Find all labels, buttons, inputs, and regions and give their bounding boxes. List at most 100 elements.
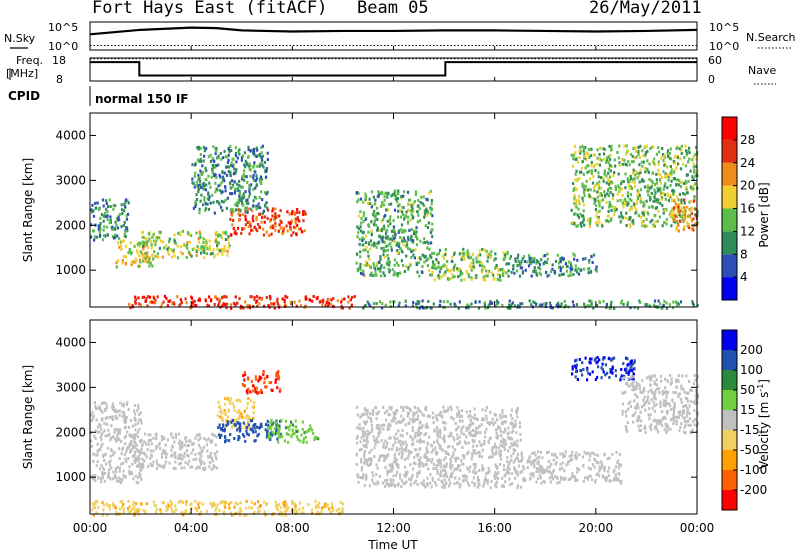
echo-cell	[676, 195, 679, 199]
echo-cell	[435, 483, 438, 487]
echo-cell	[672, 192, 675, 196]
echo-cell	[376, 218, 379, 221]
echo-cell	[229, 186, 232, 190]
echo-cell	[581, 144, 584, 148]
echo-cell	[386, 228, 389, 232]
echo-cell	[115, 223, 118, 227]
echo-cell	[672, 159, 675, 163]
echo-cell	[263, 160, 266, 164]
echo-cell	[410, 475, 413, 479]
echo-cell	[282, 226, 285, 230]
echo-cell	[670, 168, 673, 172]
echo-cell	[325, 301, 328, 305]
echo-cell	[382, 442, 385, 446]
echo-cell	[369, 461, 373, 465]
echo-cell	[513, 476, 517, 480]
echo-cell	[430, 231, 433, 235]
echo-cell	[254, 439, 257, 443]
echo-cell	[230, 420, 233, 424]
echo-cell	[614, 188, 617, 192]
echo-cell	[125, 416, 128, 419]
echo-cell	[286, 229, 289, 233]
echo-cell	[242, 178, 246, 182]
echo-cell	[207, 174, 210, 178]
echo-cell	[301, 212, 305, 216]
echo-cell	[629, 306, 632, 310]
echo-cell	[190, 234, 193, 237]
echo-cell	[199, 457, 202, 461]
echo-cell	[129, 241, 132, 245]
echo-cell	[415, 230, 418, 234]
echo-cell	[582, 267, 586, 271]
echo-cell	[672, 208, 676, 212]
echo-cell	[689, 209, 693, 213]
echo-cell	[421, 424, 424, 428]
echo-cell	[451, 260, 454, 263]
echo-cell	[607, 182, 610, 186]
echo-cell	[101, 476, 104, 480]
echo-cell	[262, 233, 265, 237]
echo-cell	[436, 439, 439, 443]
echo-cell	[290, 233, 293, 237]
echo-cell	[216, 247, 219, 251]
echo-cell	[102, 508, 105, 512]
echo-cell	[191, 181, 194, 185]
echo-cell	[114, 204, 117, 208]
echo-cell	[421, 412, 424, 416]
echo-cell	[362, 220, 365, 224]
echo-cell	[215, 466, 219, 470]
echo-cell	[493, 442, 497, 446]
echo-cell	[694, 182, 697, 186]
echo-cell	[275, 427, 278, 431]
echo-cell	[130, 442, 133, 446]
echo-cell	[516, 470, 519, 474]
echo-cell	[255, 218, 258, 222]
echo-cell	[418, 219, 422, 223]
echo-cell	[405, 405, 408, 409]
echo-cell	[426, 483, 429, 487]
echo-cell	[204, 207, 208, 211]
echo-cell	[144, 432, 147, 436]
echo-cell	[489, 410, 492, 414]
echo-cell	[242, 384, 246, 388]
echo-cell	[278, 223, 281, 227]
echo-cell	[139, 419, 143, 423]
echo-cell	[390, 229, 393, 233]
y-tick-label: 1000	[55, 263, 86, 277]
echo-cell	[258, 196, 261, 200]
echo-cell	[618, 144, 621, 148]
echo-cell	[195, 198, 199, 201]
echo-cell	[385, 208, 388, 212]
echo-cell	[146, 255, 149, 259]
echo-cell	[362, 443, 365, 447]
echo-cell	[360, 466, 363, 469]
echo-cell	[686, 224, 689, 228]
echo-cell	[223, 185, 227, 189]
echo-cell	[365, 234, 368, 238]
echo-cell	[107, 471, 110, 475]
echo-cell	[426, 476, 429, 480]
echo-cell	[363, 484, 366, 487]
echo-cell	[143, 253, 146, 257]
echo-cell	[205, 509, 208, 513]
echo-cell	[505, 468, 508, 472]
echo-cell	[447, 277, 450, 281]
echo-cell	[511, 482, 514, 486]
echo-cell	[105, 202, 108, 205]
echo-cell	[679, 157, 682, 161]
echo-cell	[425, 447, 429, 451]
echo-cell	[534, 302, 538, 306]
echo-cell	[444, 248, 447, 251]
echo-cell	[489, 486, 492, 490]
echo-cell	[103, 225, 106, 229]
echo-cell	[104, 417, 107, 420]
echo-cell	[646, 149, 649, 153]
echo-cell	[413, 434, 416, 438]
echo-cell	[253, 510, 256, 514]
echo-cell	[494, 420, 497, 424]
echo-cell	[516, 269, 519, 273]
echo-cell	[682, 211, 685, 215]
echo-cell	[449, 457, 452, 461]
echo-cell	[276, 508, 279, 511]
echo-cell	[106, 214, 109, 218]
